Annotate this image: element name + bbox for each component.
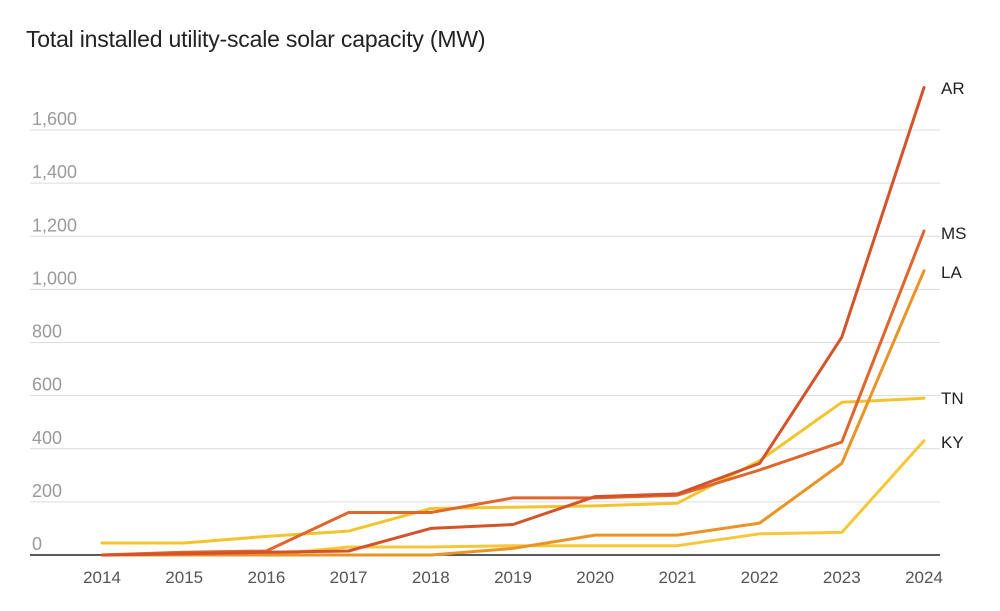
series-label-la: LA bbox=[941, 263, 962, 282]
y-tick-label: 1,200 bbox=[32, 215, 77, 235]
x-tick-label: 2022 bbox=[741, 568, 779, 587]
series-line-la bbox=[100, 269, 926, 557]
x-tick-label: 2023 bbox=[823, 568, 861, 587]
x-tick-label: 2021 bbox=[658, 568, 696, 587]
x-tick-label: 2015 bbox=[165, 568, 203, 587]
y-tick-label: 200 bbox=[32, 481, 62, 501]
y-tick-label: 600 bbox=[32, 375, 62, 395]
series-label-ky: KY bbox=[941, 433, 964, 452]
y-tick-label: 400 bbox=[32, 428, 62, 448]
y-tick-label: 800 bbox=[32, 322, 62, 342]
x-tick-label: 2014 bbox=[83, 568, 121, 587]
series-label-ar: AR bbox=[941, 79, 965, 98]
x-axis-ticks: 2014 2015 2016 2017 2018 2019 2020 2021 2022 2023… bbox=[83, 568, 943, 587]
series-labels: AR MS LA TN KY bbox=[941, 79, 967, 452]
series-label-tn: TN bbox=[941, 389, 964, 408]
x-tick-label: 2024 bbox=[905, 568, 943, 587]
chart-title: Total installed utility-scale solar capa… bbox=[26, 26, 486, 52]
series-layer bbox=[100, 86, 926, 557]
x-tick-label: 2019 bbox=[494, 568, 532, 587]
series-line-tn bbox=[100, 396, 926, 545]
x-tick-label: 2018 bbox=[412, 568, 450, 587]
series-line-ar bbox=[100, 86, 926, 557]
x-tick-label: 2020 bbox=[576, 568, 614, 587]
y-axis-ticks: 0 200 400 600 800 1,000 1,200 1,400 1,600 bbox=[32, 109, 77, 554]
y-tick-label: 0 bbox=[32, 534, 42, 554]
x-tick-label: 2017 bbox=[330, 568, 368, 587]
series-label-ms: MS bbox=[941, 224, 967, 243]
y-tick-label: 1,600 bbox=[32, 109, 77, 129]
y-tick-label: 1,000 bbox=[32, 268, 77, 288]
x-tick-label: 2016 bbox=[247, 568, 285, 587]
y-tick-label: 1,400 bbox=[32, 162, 77, 182]
